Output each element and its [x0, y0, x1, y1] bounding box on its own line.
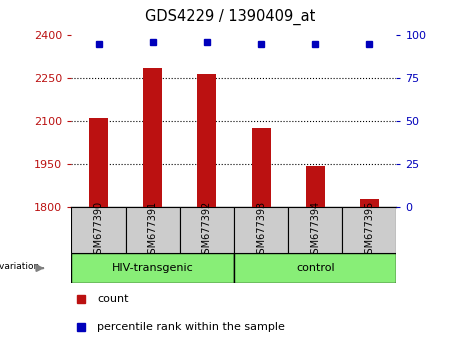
Text: GSM677392: GSM677392 [202, 200, 212, 260]
Bar [342, 207, 396, 253]
Bar [252, 129, 271, 207]
Text: GSM677395: GSM677395 [364, 200, 374, 260]
Text: GDS4229 / 1390409_at: GDS4229 / 1390409_at [145, 9, 316, 25]
Bar [306, 166, 325, 207]
Bar [71, 253, 234, 283]
Text: GSM677391: GSM677391 [148, 200, 158, 260]
Bar [71, 207, 125, 253]
Bar [234, 207, 288, 253]
Text: GSM677394: GSM677394 [310, 200, 320, 260]
Text: GSM677390: GSM677390 [94, 200, 104, 260]
Text: HIV-transgenic: HIV-transgenic [112, 263, 194, 273]
Bar [197, 74, 216, 207]
Text: GSM677393: GSM677393 [256, 200, 266, 260]
Bar [288, 207, 342, 253]
Text: control: control [296, 263, 335, 273]
Bar [125, 207, 180, 253]
Bar [180, 207, 234, 253]
Bar [143, 68, 162, 207]
Bar [89, 118, 108, 207]
Bar [360, 199, 379, 207]
Text: count: count [97, 294, 129, 304]
Text: percentile rank within the sample: percentile rank within the sample [97, 322, 285, 332]
Bar [234, 253, 396, 283]
Text: genotype/variation: genotype/variation [0, 262, 39, 271]
